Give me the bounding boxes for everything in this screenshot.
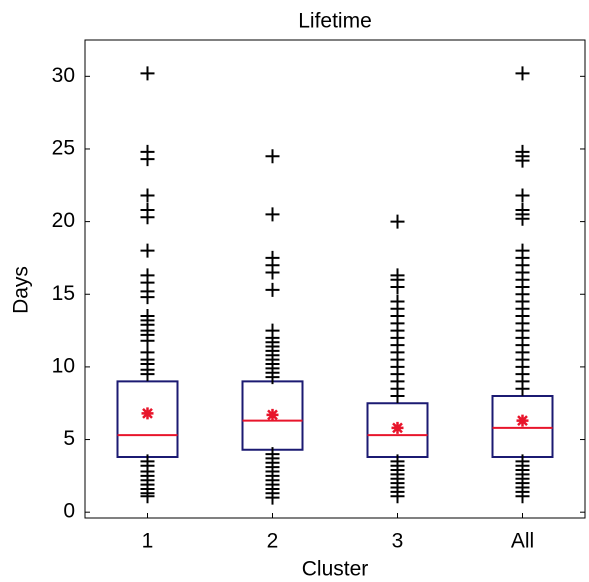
- outlier: [140, 188, 155, 203]
- mean-marker: [266, 408, 279, 421]
- outlier: [265, 149, 280, 164]
- mean-marker: [391, 421, 404, 434]
- plot-frame: [84, 39, 586, 519]
- outlier: [140, 367, 155, 382]
- outlier: [140, 66, 155, 81]
- y-axis-label: Days: [10, 266, 33, 314]
- x-tick-label: All: [511, 530, 534, 553]
- y-tick-label: 0: [63, 500, 75, 523]
- outlier: [515, 489, 530, 504]
- x-axis-label: Cluster: [302, 558, 369, 581]
- y-tick-label: 25: [52, 137, 75, 160]
- outlier: [515, 153, 530, 168]
- outlier: [265, 490, 280, 505]
- y-tick-label: 10: [52, 354, 75, 377]
- outlier: [140, 210, 155, 225]
- x-tick-label: 3: [392, 530, 404, 553]
- outlier: [140, 489, 155, 504]
- mean-marker: [516, 414, 529, 427]
- x-tick-label: 1: [142, 530, 154, 553]
- outlier: [515, 381, 530, 396]
- y-tick-label: 20: [52, 209, 75, 232]
- chart-title: Lifetime: [298, 10, 372, 33]
- box-body: [491, 394, 554, 458]
- outlier: [265, 265, 280, 280]
- outlier: [265, 370, 280, 385]
- outlier: [140, 290, 155, 305]
- outlier: [515, 66, 530, 81]
- y-tick-label: 5: [63, 427, 75, 450]
- x-tick-label: 2: [267, 530, 279, 553]
- outlier: [140, 243, 155, 258]
- box-body: [241, 380, 304, 451]
- outlier: [390, 214, 405, 229]
- outlier: [265, 282, 280, 297]
- outlier: [390, 388, 405, 403]
- outlier: [390, 279, 405, 294]
- box-body: [366, 402, 429, 458]
- outlier: [515, 188, 530, 203]
- mean-marker: [141, 407, 154, 420]
- box-body: [116, 380, 179, 458]
- outlier: [515, 211, 530, 226]
- y-tick-label: 30: [52, 64, 75, 87]
- y-tick-label: 15: [52, 282, 75, 305]
- outlier: [265, 207, 280, 222]
- outlier: [390, 489, 405, 504]
- outlier: [140, 152, 155, 167]
